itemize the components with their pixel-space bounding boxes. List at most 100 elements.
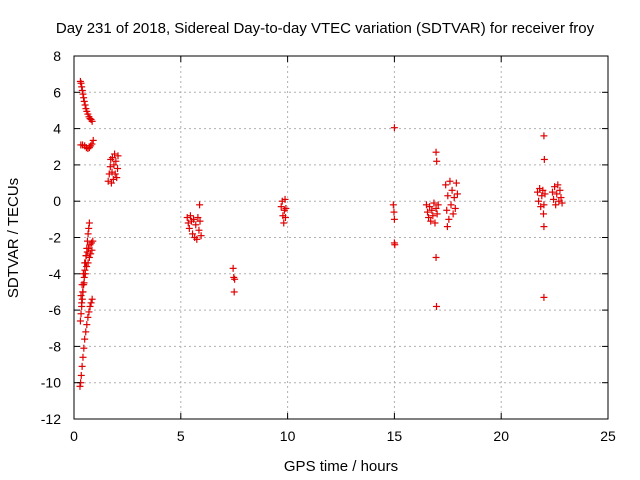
data-point bbox=[540, 132, 548, 140]
y-tick-label: -2 bbox=[49, 230, 62, 246]
data-point bbox=[453, 190, 461, 198]
data-point bbox=[429, 212, 437, 220]
data-point bbox=[77, 371, 85, 379]
data-point bbox=[108, 154, 116, 162]
data-point bbox=[106, 163, 114, 171]
data-point bbox=[87, 299, 95, 307]
data-points bbox=[76, 77, 566, 390]
data-point bbox=[80, 279, 88, 287]
data-point bbox=[442, 181, 450, 189]
data-point bbox=[185, 224, 193, 232]
data-point bbox=[104, 177, 112, 185]
data-point bbox=[430, 199, 438, 207]
y-tick-label: 0 bbox=[53, 193, 61, 209]
data-point bbox=[80, 97, 88, 105]
data-point bbox=[190, 215, 198, 223]
data-point bbox=[444, 192, 452, 200]
data-point bbox=[85, 219, 93, 227]
data-point bbox=[230, 273, 238, 281]
data-point bbox=[80, 94, 88, 102]
data-point bbox=[447, 201, 455, 209]
data-point bbox=[535, 197, 543, 205]
data-point bbox=[548, 188, 556, 196]
data-point bbox=[78, 86, 86, 94]
data-point bbox=[539, 210, 547, 218]
data-point bbox=[79, 90, 87, 98]
data-point bbox=[196, 217, 204, 225]
data-point bbox=[445, 215, 453, 223]
data-point bbox=[451, 204, 459, 212]
data-point bbox=[183, 214, 191, 222]
data-point bbox=[282, 204, 290, 212]
data-point bbox=[433, 157, 441, 165]
data-point bbox=[432, 204, 440, 212]
data-point bbox=[281, 195, 289, 203]
data-point bbox=[88, 295, 96, 303]
y-tick-label: 2 bbox=[53, 157, 61, 173]
y-tick-label: -4 bbox=[49, 266, 62, 282]
data-point bbox=[450, 194, 458, 202]
data-point bbox=[231, 275, 239, 283]
data-point bbox=[558, 199, 566, 207]
data-point bbox=[390, 215, 398, 223]
data-point bbox=[89, 136, 97, 144]
data-point bbox=[426, 203, 434, 211]
data-point bbox=[76, 77, 84, 85]
data-point bbox=[431, 219, 439, 227]
data-point bbox=[110, 161, 118, 169]
data-point bbox=[77, 292, 85, 300]
y-tick-label: -6 bbox=[49, 302, 62, 318]
data-point bbox=[79, 353, 87, 361]
data-point bbox=[77, 79, 85, 87]
data-point bbox=[391, 241, 399, 249]
data-point bbox=[390, 124, 398, 132]
data-point bbox=[88, 246, 96, 254]
data-point bbox=[88, 117, 96, 125]
data-point bbox=[428, 206, 436, 214]
data-point bbox=[81, 335, 89, 343]
data-point bbox=[196, 201, 204, 209]
y-tick-label: -12 bbox=[41, 411, 61, 427]
data-point bbox=[80, 344, 88, 352]
data-point bbox=[534, 188, 542, 196]
data-point bbox=[427, 217, 435, 225]
data-point bbox=[84, 230, 92, 238]
data-point bbox=[434, 201, 442, 209]
data-point bbox=[540, 155, 548, 163]
data-point bbox=[557, 194, 565, 202]
data-point bbox=[443, 223, 451, 231]
data-point bbox=[111, 170, 119, 178]
grid-lines bbox=[74, 56, 608, 419]
data-point bbox=[552, 201, 560, 209]
data-point bbox=[230, 288, 238, 296]
data-point bbox=[432, 302, 440, 310]
data-point bbox=[554, 181, 562, 189]
data-point bbox=[448, 186, 456, 194]
data-point bbox=[81, 270, 89, 278]
data-point bbox=[81, 101, 89, 109]
data-point bbox=[540, 223, 548, 231]
data-point bbox=[84, 313, 92, 321]
data-point bbox=[85, 253, 93, 261]
y-tick-label: 4 bbox=[53, 121, 61, 137]
data-point bbox=[280, 219, 288, 227]
x-tick-label: 0 bbox=[70, 428, 78, 444]
y-axis-title: SDTVAR / TECUs bbox=[5, 178, 22, 298]
x-tick-label: 25 bbox=[600, 428, 616, 444]
data-point bbox=[76, 382, 84, 390]
x-tick-label: 15 bbox=[387, 428, 403, 444]
data-point bbox=[82, 328, 90, 336]
data-point bbox=[432, 148, 440, 156]
y-tick-label: -8 bbox=[49, 338, 62, 354]
data-point bbox=[184, 219, 192, 227]
data-point bbox=[78, 295, 86, 303]
y-tick-label: 6 bbox=[53, 84, 61, 100]
data-point bbox=[280, 206, 288, 214]
data-point bbox=[553, 190, 561, 198]
data-point bbox=[83, 263, 91, 271]
data-point bbox=[556, 186, 564, 194]
data-point bbox=[446, 177, 454, 185]
data-point bbox=[192, 221, 200, 229]
data-point bbox=[114, 165, 122, 173]
